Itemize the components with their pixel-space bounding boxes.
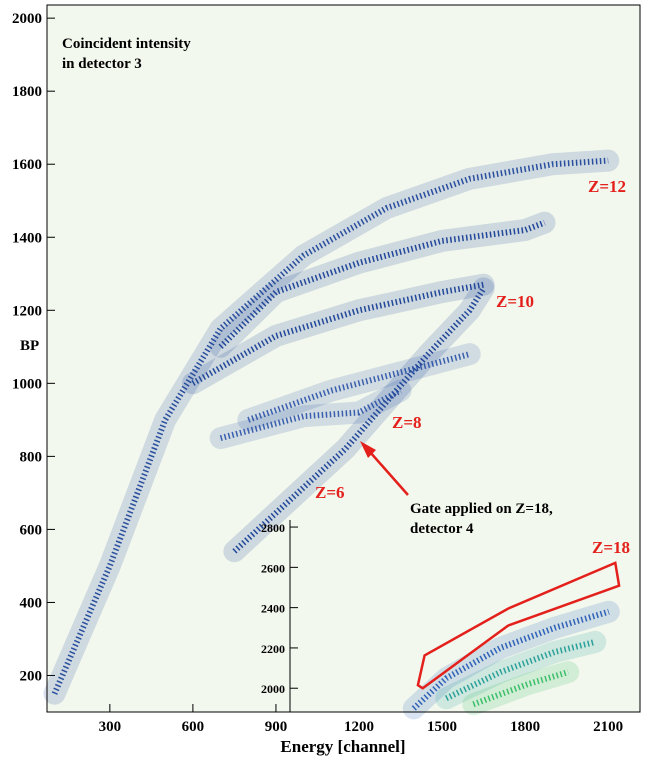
band — [444, 638, 597, 702]
y-tick-label: 2000 — [261, 682, 285, 696]
inset-area — [290, 520, 640, 712]
z-label: Z=12 — [588, 177, 626, 196]
y-tick-label: 800 — [20, 449, 43, 465]
y-tick-label: 1000 — [12, 376, 42, 392]
band-halo — [462, 661, 580, 716]
band-halo — [402, 600, 620, 720]
y-tick-label: 2800 — [261, 521, 285, 535]
band — [247, 351, 471, 423]
x-tick-label: 900 — [265, 719, 288, 735]
band — [219, 387, 402, 442]
inset-plot: 2000 2200 2400 2600 2800 — [261, 521, 621, 720]
y-tick-label: 200 — [20, 668, 43, 684]
gate — [416, 561, 621, 690]
y-axis-label: BP — [20, 338, 39, 354]
note-line: Gate applied on Z=18, — [410, 501, 553, 517]
note-line: detector 4 — [410, 521, 474, 537]
arrow-head — [360, 441, 376, 458]
band — [51, 157, 609, 695]
x-tick-label: 600 — [182, 719, 205, 735]
y-tick-label: 2200 — [261, 642, 285, 656]
x-tick-label: 300 — [99, 719, 122, 735]
y-tick-label: 2400 — [261, 602, 285, 616]
y-tick-label: 1200 — [12, 303, 42, 319]
y-tick-label: 1800 — [12, 84, 42, 100]
y-tick-label: 400 — [20, 595, 43, 611]
band-halo — [181, 273, 495, 395]
title-line: Coincident intensity — [62, 36, 191, 52]
z-label: Z=8 — [392, 413, 422, 432]
z-label: Z=18 — [592, 538, 630, 557]
main-plot: 200 400 600 800 1000 1200 1400 1600 1800 2000 300 6… — [12, 11, 623, 735]
z-label: Z=10 — [496, 292, 534, 311]
y-tick-label: 600 — [20, 522, 43, 538]
y-tick-label: 2600 — [261, 561, 285, 575]
x-tick-label: 2100 — [593, 719, 623, 735]
x-tick-label: 1500 — [427, 719, 457, 735]
x-axis-label: Energy [channel] — [280, 737, 405, 756]
arrow-shaft — [369, 451, 409, 496]
y-tick-label: 2000 — [12, 11, 42, 27]
band — [218, 219, 546, 349]
band — [232, 286, 487, 554]
x-tick-label: 1200 — [344, 719, 374, 735]
title-line: in detector 3 — [62, 56, 142, 72]
x-tick-label: 1800 — [510, 719, 540, 735]
z-label: Z=6 — [315, 483, 345, 502]
y-tick-label: 1600 — [12, 157, 42, 173]
y-tick-label: 1400 — [12, 230, 42, 246]
plot-frame — [46, 4, 641, 713]
